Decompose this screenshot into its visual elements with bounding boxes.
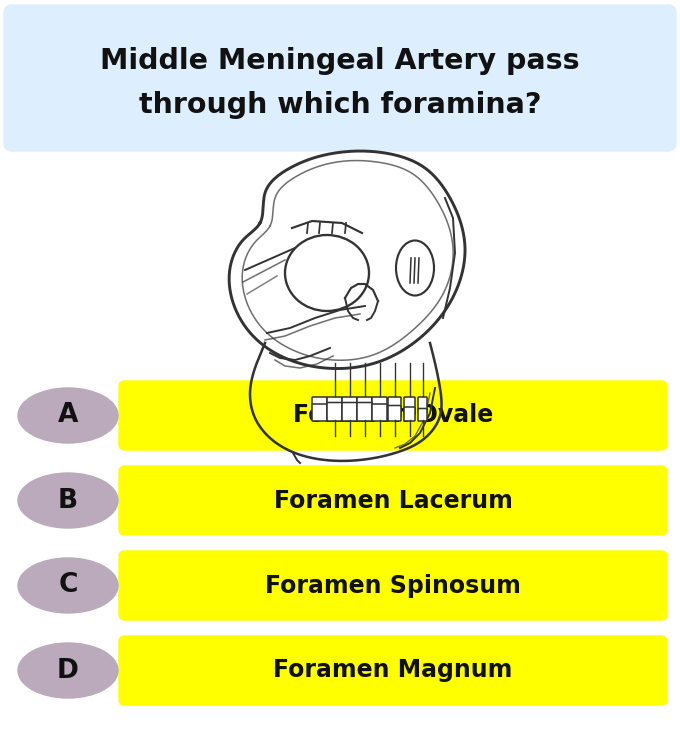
- FancyBboxPatch shape: [372, 397, 387, 419]
- FancyBboxPatch shape: [327, 402, 342, 421]
- FancyBboxPatch shape: [119, 636, 667, 705]
- FancyBboxPatch shape: [357, 397, 372, 421]
- FancyBboxPatch shape: [372, 404, 387, 421]
- FancyBboxPatch shape: [388, 405, 401, 421]
- FancyBboxPatch shape: [119, 466, 667, 535]
- Text: Foramen Ovale: Foramen Ovale: [293, 403, 493, 427]
- Text: D: D: [57, 658, 79, 683]
- FancyBboxPatch shape: [327, 397, 342, 421]
- FancyBboxPatch shape: [388, 397, 401, 417]
- FancyBboxPatch shape: [119, 551, 667, 620]
- Text: through which foramina?: through which foramina?: [139, 91, 541, 119]
- Ellipse shape: [18, 473, 118, 528]
- FancyBboxPatch shape: [418, 408, 427, 421]
- Text: C: C: [58, 572, 78, 599]
- Ellipse shape: [18, 388, 118, 443]
- FancyBboxPatch shape: [312, 404, 327, 421]
- Text: Foramen Spinosum: Foramen Spinosum: [265, 573, 521, 597]
- FancyBboxPatch shape: [312, 397, 327, 419]
- Ellipse shape: [18, 558, 118, 613]
- FancyBboxPatch shape: [418, 397, 427, 413]
- FancyBboxPatch shape: [404, 397, 415, 415]
- FancyBboxPatch shape: [357, 402, 372, 421]
- Text: Foramen Lacerum: Foramen Lacerum: [273, 488, 513, 512]
- Ellipse shape: [285, 235, 369, 311]
- Text: A: A: [58, 402, 78, 429]
- FancyBboxPatch shape: [404, 407, 415, 421]
- FancyBboxPatch shape: [342, 397, 357, 421]
- FancyBboxPatch shape: [4, 5, 676, 151]
- Text: Foramen Magnum: Foramen Magnum: [273, 658, 513, 682]
- Text: B: B: [58, 487, 78, 514]
- FancyBboxPatch shape: [119, 381, 667, 450]
- FancyBboxPatch shape: [342, 402, 357, 421]
- Ellipse shape: [18, 643, 118, 698]
- Text: Middle Meningeal Artery pass: Middle Meningeal Artery pass: [100, 47, 580, 75]
- Ellipse shape: [396, 240, 434, 295]
